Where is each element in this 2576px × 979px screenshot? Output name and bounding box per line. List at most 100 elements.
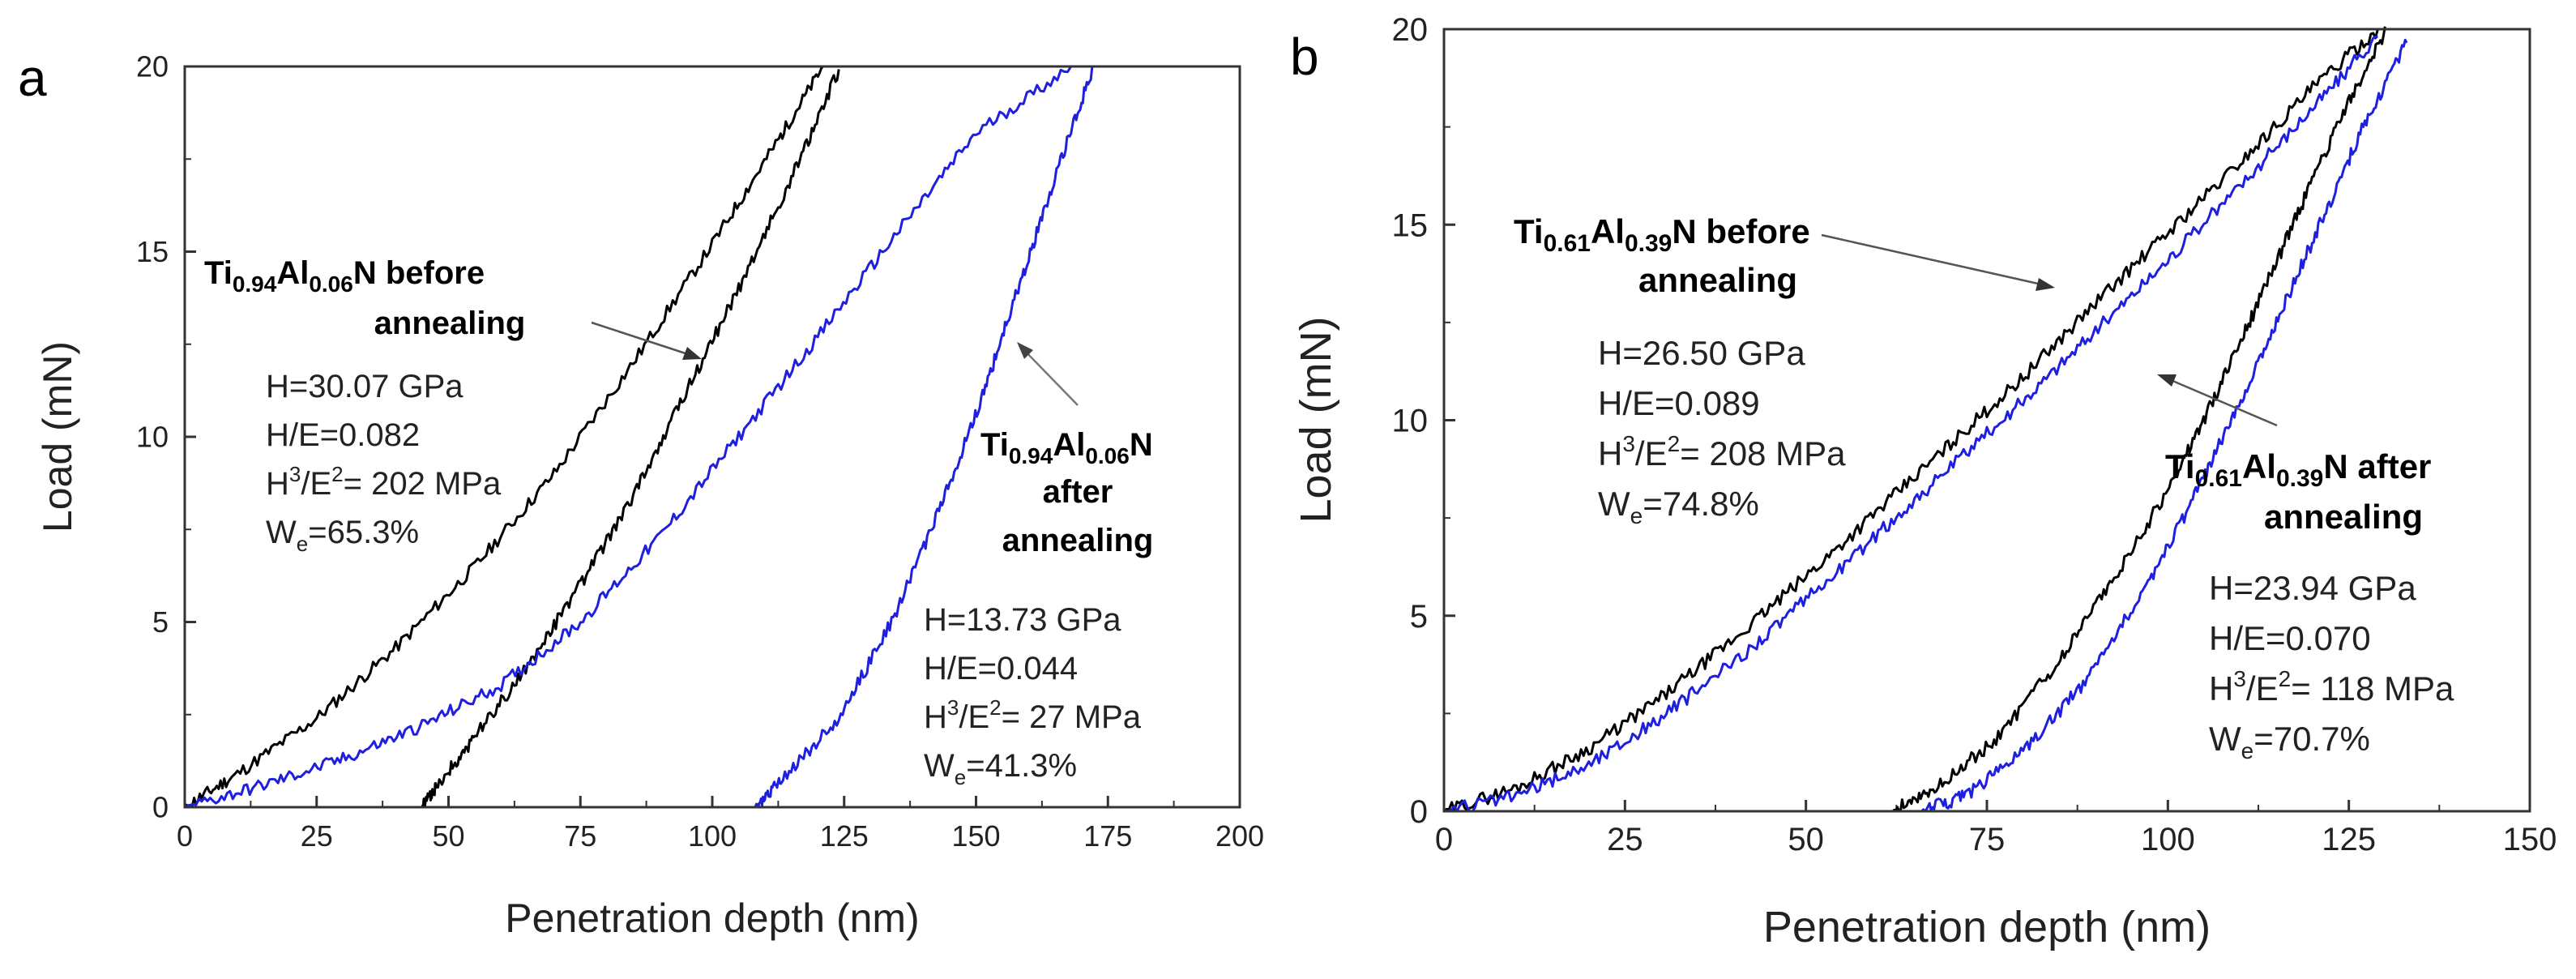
annotation-elastic-work: We=41.3% xyxy=(924,748,1077,789)
h3-mid: /E xyxy=(959,699,989,735)
h3-value: = 118 MPa xyxy=(2291,669,2454,708)
annotation-title: Ti0.61Al0.39N before xyxy=(1514,212,1810,257)
we-value: =65.3% xyxy=(308,515,419,550)
y-tick-label: 0 xyxy=(152,791,169,824)
we-sub: e xyxy=(2241,738,2254,763)
h3-mid: /E xyxy=(2246,669,2279,708)
panel-b: b 0 25 50 75 100 125 150 0 5 10 15 20 Penetration d… xyxy=(1290,12,2557,951)
panel-b-annotation-before: Ti0.61Al0.39N before annealing H=26.50 G… xyxy=(1514,212,2055,528)
h3-prefix: H xyxy=(1598,434,1622,472)
panel-b-x-axis-label: Penetration depth (nm) xyxy=(1763,903,2211,951)
annotation-title: Ti0.94Al0.06N xyxy=(980,427,1153,468)
y-tick-label: 10 xyxy=(1392,404,1429,439)
title-part: N before xyxy=(353,255,485,291)
series-after-annealing-unloading-curve xyxy=(1920,38,2408,813)
series-before-annealing-loading-curve xyxy=(1443,28,2379,813)
annotation-h-over-e: H/E=0.070 xyxy=(2209,619,2371,657)
title-part: Ti xyxy=(980,427,1009,463)
annotation-hardness: H=13.73 GPa xyxy=(924,602,1121,638)
series-after-annealing-loading-curve xyxy=(184,66,1072,809)
annotation-h3-e2: H3/E2= 27 MPa xyxy=(924,695,1142,735)
x-tick-label: 175 xyxy=(1083,819,1132,853)
panel-a: a 0 25 50 75 100 125 150 175 200 0 5 10 15 20 Penetra… xyxy=(18,49,1264,941)
panel-a-y-axis-label: Load (mN) xyxy=(35,341,80,532)
x-tick-label: 75 xyxy=(564,819,596,853)
e2-sup: 2 xyxy=(2279,666,2292,691)
annotation-arrow-line xyxy=(591,321,696,358)
series-after-annealing-unloading-curve xyxy=(754,67,1094,809)
y-tick-label: 15 xyxy=(136,235,169,268)
h3-value: = 202 MPa xyxy=(344,466,502,502)
y-tick-label: 5 xyxy=(152,605,169,639)
panel-a-x-axis-label: Penetration depth (nm) xyxy=(505,896,919,941)
title-part-sub: 0.39 xyxy=(1625,230,1672,257)
panel-a-annotation-after: Ti0.94Al0.06N after annealing H=13.73 GP… xyxy=(924,342,1153,789)
h3-prefix: H xyxy=(266,466,289,502)
annotation-arrow-head xyxy=(1017,342,1033,359)
title-part: Ti xyxy=(1514,212,1544,250)
h3-value: = 27 MPa xyxy=(1002,699,1142,735)
title-part-sub: 0.39 xyxy=(2276,465,2323,492)
annotation-title-line2: annealing xyxy=(2264,498,2423,536)
annotation-h-over-e: H/E=0.089 xyxy=(1598,384,1760,422)
panel-a-plot-frame xyxy=(183,65,1241,809)
title-part-sub: 0.61 xyxy=(1544,230,1591,257)
panel-b-y-axis-label: Load (mN) xyxy=(1292,316,1340,523)
annotation-h-over-e: H/E=0.082 xyxy=(266,417,420,453)
h3-sup: 3 xyxy=(1622,431,1635,456)
e2-sup: 2 xyxy=(1668,431,1681,456)
annotation-hardness: H=23.94 GPa xyxy=(2209,569,2416,607)
title-part: N xyxy=(1130,427,1153,463)
e2-sup: 2 xyxy=(331,462,343,486)
annotation-arrow-line xyxy=(2164,376,2278,427)
panel-b-annotation-after: Ti0.61Al0.39N after annealing H=23.94 GP… xyxy=(2157,374,2454,763)
panel-a-label: a xyxy=(18,49,47,107)
annotation-elastic-work: We=65.3% xyxy=(266,515,419,556)
we-value: =70.7% xyxy=(2253,720,2370,758)
annotation-arrow-line xyxy=(1022,348,1079,406)
title-part-sub: 0.06 xyxy=(309,271,353,297)
we-prefix: W xyxy=(266,515,297,550)
h3-value: = 208 MPa xyxy=(1680,434,1846,472)
title-part-sub: 0.94 xyxy=(233,271,277,297)
annotation-h-over-e: H/E=0.044 xyxy=(924,651,1078,686)
series-before-annealing-unloading-curve xyxy=(1891,26,2386,813)
x-tick-label: 25 xyxy=(301,819,333,853)
annotation-title: Ti0.94Al0.06N before xyxy=(204,255,485,297)
title-part: Al xyxy=(1053,427,1085,463)
x-tick-label: 100 xyxy=(2141,822,2195,857)
h3-prefix: H xyxy=(2209,669,2233,708)
annotation-h3-e2: H3/E2= 118 MPa xyxy=(2209,666,2454,708)
x-tick-label: 150 xyxy=(2503,822,2557,857)
panel-b-ticks: 0 25 50 75 100 125 150 0 5 10 15 20 xyxy=(1392,12,2557,857)
annotation-elastic-work: We=74.8% xyxy=(1598,485,1759,528)
annotation-arrow-line xyxy=(1821,233,2046,287)
x-tick-label: 0 xyxy=(1435,822,1453,857)
annotation-h3-e2: H3/E2= 208 MPa xyxy=(1598,431,1846,472)
x-tick-label: 125 xyxy=(2322,822,2376,857)
panel-a-series xyxy=(183,65,1094,809)
x-tick-label: 75 xyxy=(1969,822,2006,857)
we-value: =74.8% xyxy=(1643,485,1759,523)
annotation-title-line2: annealing xyxy=(1638,261,1797,299)
y-tick-label: 5 xyxy=(1410,599,1428,635)
title-part: Al xyxy=(276,255,309,291)
panel-a-annotation-before: Ti0.94Al0.06N before annealing H=30.07 G… xyxy=(204,255,702,556)
annotation-title: Ti0.61Al0.39N after xyxy=(2165,447,2431,492)
e2-sup: 2 xyxy=(989,695,1001,720)
x-tick-label: 150 xyxy=(951,819,1000,853)
h3-sup: 3 xyxy=(289,462,301,486)
title-part: N after xyxy=(2323,447,2431,485)
y-tick-label: 20 xyxy=(1392,12,1429,48)
panel-b-series xyxy=(1443,26,2408,813)
panel-b-plot-frame xyxy=(1442,28,2531,813)
we-sub: e xyxy=(1630,503,1643,528)
we-prefix: W xyxy=(924,748,955,784)
annotation-title-line2: annealing xyxy=(374,306,526,341)
title-part: Ti xyxy=(2165,447,2195,485)
x-tick-label: 25 xyxy=(1607,822,1643,857)
annotation-arrow-head xyxy=(2157,374,2177,387)
title-part-sub: 0.94 xyxy=(1009,443,1053,468)
we-sub: e xyxy=(955,765,966,789)
title-part: Al xyxy=(1591,212,1625,250)
